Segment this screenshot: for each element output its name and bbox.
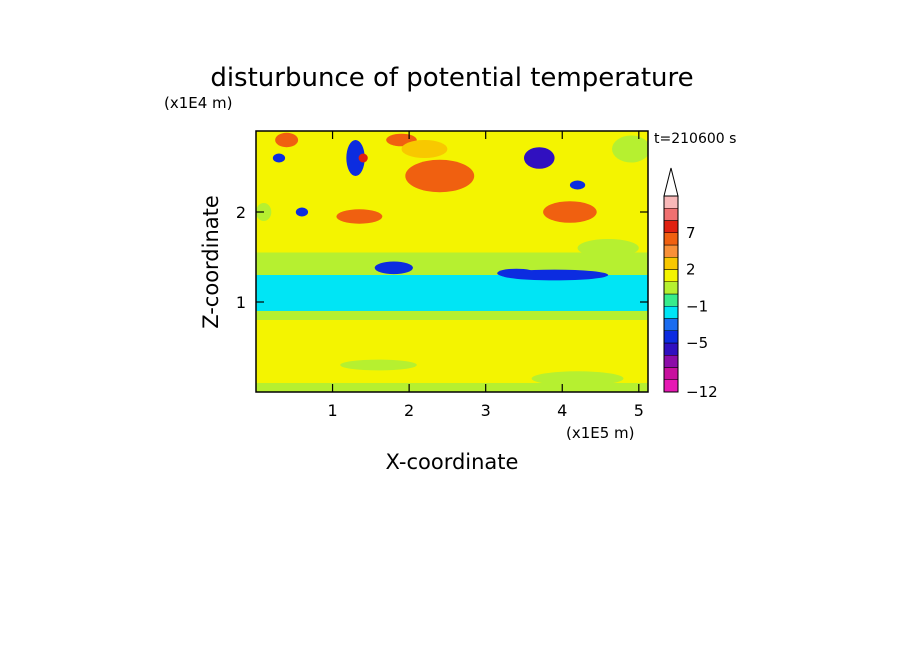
field-feature-10	[336, 209, 383, 224]
x-tick-label-4: 5	[634, 401, 644, 420]
colorbar-cell-4	[663, 330, 679, 344]
colorbar-tick-label-3: −5	[686, 334, 708, 352]
y-scale-label: (x1E4 m)	[164, 94, 233, 112]
colorbar-cell-10	[663, 257, 679, 270]
colorbar-cell-11	[663, 244, 679, 258]
field-feature-3	[523, 147, 555, 169]
field-feature-8	[358, 153, 368, 163]
colorbar-cell-9	[663, 269, 679, 282]
field-feature-9	[405, 159, 475, 193]
colorbar-cell-8	[663, 281, 679, 295]
x-tick-label-0: 1	[327, 401, 337, 420]
colorbar-cell-3	[663, 342, 679, 356]
chart-title: disturbunce of potential temperature	[210, 63, 693, 93]
x-tick-label-3: 4	[557, 401, 567, 420]
colorbar-frame	[663, 195, 679, 393]
field-feature-7	[295, 207, 309, 217]
field-feature-4	[569, 180, 586, 190]
field-band-4	[256, 252, 648, 275]
y-axis-label: Z-coordinate	[199, 195, 223, 329]
colorbar-tick-label-1: 2	[686, 261, 696, 279]
field-feature-13	[543, 201, 597, 223]
x-tick-label-1: 2	[404, 401, 414, 420]
field-band-5	[256, 131, 648, 253]
field-band-0	[256, 383, 648, 392]
field-feature-6	[272, 153, 286, 163]
field-feature-15	[612, 135, 648, 163]
field-feature-11	[275, 132, 299, 148]
colorbar-cell-14	[663, 208, 679, 221]
colorbar-extend-max	[663, 167, 679, 197]
colorbar: 7 2 −1 −5 −12	[663, 167, 718, 401]
field-feature-5	[346, 140, 365, 176]
colorbar-tick-label-0: 7	[686, 224, 696, 242]
field-band-2	[256, 311, 648, 320]
colorbar-cell-5	[663, 318, 679, 331]
field-feature-2	[497, 268, 536, 278]
x-tick-label-2: 3	[481, 401, 491, 420]
colorbar-cell-13	[663, 220, 679, 233]
plot-area	[256, 131, 648, 392]
colorbar-cell-12	[663, 232, 679, 246]
colorbar-cell-0	[663, 379, 679, 393]
x-scale-label: (x1E5 m)	[566, 424, 635, 442]
field-feature-0	[374, 261, 413, 275]
field-feature-18	[340, 359, 417, 371]
field-feature-16	[577, 239, 639, 257]
field-feature-14	[401, 140, 448, 158]
y-tick-label-1: 2	[236, 203, 246, 222]
colorbar-cell-15	[663, 195, 679, 209]
colorbar-tick-label-2: −1	[686, 297, 708, 315]
colorbar-cell-6	[663, 306, 679, 319]
colorbar-tick-label-4: −12	[686, 383, 718, 401]
time-label: t=210600 s	[654, 131, 736, 147]
colorbar-cell-1	[663, 367, 679, 380]
colorbar-cell-7	[663, 293, 679, 307]
y-tick-label-0: 1	[236, 293, 246, 312]
field-feature-19	[531, 371, 624, 386]
colorbar-cell-2	[663, 355, 679, 368]
plot-frame	[255, 130, 649, 393]
field-band-3	[256, 275, 648, 311]
x-axis-label: X-coordinate	[386, 450, 519, 474]
